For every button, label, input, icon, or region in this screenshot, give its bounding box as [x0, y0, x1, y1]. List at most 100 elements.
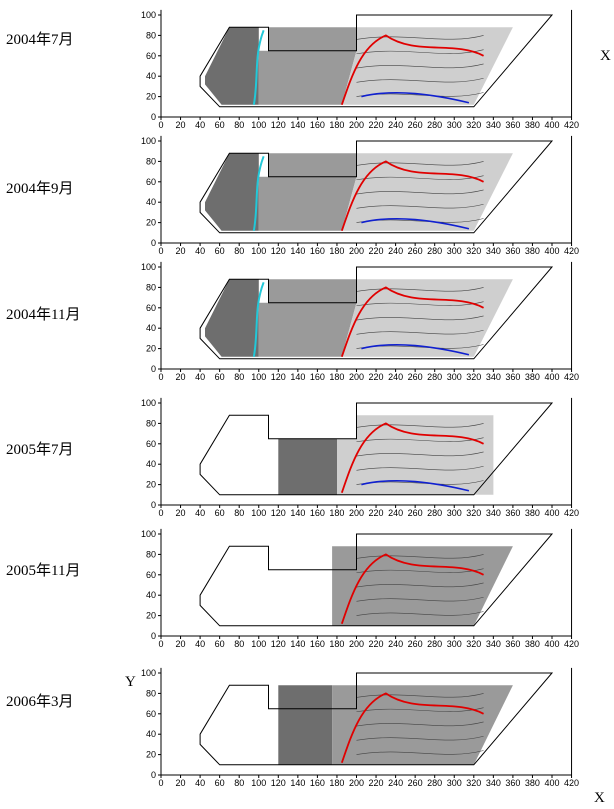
x-tick-label: 380 [525, 372, 540, 382]
x-tick-label: 200 [349, 508, 364, 518]
y-tick-label: 80 [146, 282, 156, 292]
y-tick-label: 40 [146, 71, 156, 81]
y-tick-label: 20 [146, 344, 156, 354]
x-tick-label: 380 [525, 508, 540, 518]
x-tick-label: 120 [271, 120, 286, 130]
x-tick-label: 240 [388, 508, 403, 518]
site-outline [199, 402, 554, 496]
red-contour [340, 286, 484, 358]
x-tick-label: 120 [271, 508, 286, 518]
x-tick-label: 360 [505, 508, 520, 518]
y-tick-label: 100 [141, 529, 156, 539]
contour-fill [278, 685, 513, 765]
x-tick-label: 180 [329, 246, 344, 256]
x-tick-label: 0 [158, 120, 163, 130]
y-tick-label: 20 [146, 480, 156, 490]
x-tick-label: 140 [290, 120, 305, 130]
blue-contour [361, 479, 470, 492]
x-tick-label: 420 [564, 508, 579, 518]
zone-light [341, 27, 513, 105]
x-tick-label: 40 [195, 246, 205, 256]
x-tick-label: 340 [486, 639, 501, 649]
x-tick-label: 280 [427, 372, 442, 382]
contour-line [356, 596, 484, 602]
x-tick-label: 220 [369, 778, 384, 788]
x-tick-label: 60 [215, 508, 225, 518]
x-tick-label: 320 [466, 120, 481, 130]
x-tick-label: 80 [234, 778, 244, 788]
x-tick-label: 400 [544, 372, 559, 382]
x-tick-label: 220 [369, 639, 384, 649]
y-tick-label: 0 [151, 770, 156, 780]
x-tick-label: 300 [447, 778, 462, 788]
x-tick-label: 20 [176, 372, 186, 382]
panel-date-label: 2004年9月 [6, 180, 74, 197]
x-tick-label: 400 [544, 778, 559, 788]
contour-line [356, 301, 484, 307]
x-tick-label: 380 [525, 778, 540, 788]
x-tick-label: 400 [544, 639, 559, 649]
x-tick-label: 300 [447, 639, 462, 649]
x-tick-label: 100 [251, 778, 266, 788]
zone-light [341, 153, 513, 231]
zone-mid [258, 27, 357, 105]
x-tick-label: 340 [486, 508, 501, 518]
x-tick-label: 200 [349, 372, 364, 382]
x-tick-label: 0 [158, 639, 163, 649]
y-tick-label: 60 [146, 177, 156, 187]
contour-line [356, 465, 484, 471]
cyan-contour [252, 281, 265, 357]
site-outline [199, 266, 554, 360]
site-outline [199, 533, 554, 627]
x-tick-label: 200 [349, 639, 364, 649]
x-tick-label: 180 [329, 372, 344, 382]
zone-light [341, 279, 513, 357]
x-tick-label: 340 [486, 120, 501, 130]
x-tick-label: 300 [447, 372, 462, 382]
contour-fill [205, 279, 513, 357]
contour-line [356, 568, 484, 574]
x-tick-label: 0 [158, 246, 163, 256]
y-tick-label: 20 [146, 611, 156, 621]
x-tick-label: 20 [176, 508, 186, 518]
y-tick-label: 60 [146, 303, 156, 313]
x-tick-label: 240 [388, 639, 403, 649]
contour-line [356, 611, 484, 616]
contour-line [356, 315, 484, 321]
contour-line [356, 735, 484, 741]
x-tick-label: 260 [408, 639, 423, 649]
x-tick-label: 260 [408, 372, 423, 382]
x-tick-label: 340 [486, 778, 501, 788]
x-tick-label: 180 [329, 120, 344, 130]
x-tick-label: 0 [158, 372, 163, 382]
x-tick-label: 200 [349, 120, 364, 130]
x-tick-label: 100 [251, 508, 266, 518]
x-tick-label: 60 [215, 639, 225, 649]
x-tick-label: 80 [234, 639, 244, 649]
contour-line [356, 721, 484, 727]
contour-line [356, 35, 484, 40]
y-tick-label: 100 [141, 10, 156, 20]
contour-line [356, 161, 484, 166]
x-tick-label: 320 [466, 778, 481, 788]
y-tick-label: 60 [146, 709, 156, 719]
contour-line [356, 329, 484, 335]
y-tick-label: 0 [151, 364, 156, 374]
x-tick-label: 40 [195, 120, 205, 130]
contour-fill [205, 153, 513, 231]
x-tick-label: 240 [388, 372, 403, 382]
contour-fill [332, 546, 513, 626]
x-tick-label: 140 [290, 508, 305, 518]
x-tick-label: 360 [505, 639, 520, 649]
y-tick-label: 60 [146, 439, 156, 449]
x-tick-label: 160 [310, 120, 325, 130]
x-tick-label: 40 [195, 778, 205, 788]
contour-line [356, 750, 484, 755]
x-tick-label: 420 [564, 120, 579, 130]
x-tick-label: 280 [427, 246, 442, 256]
zone-mid [332, 546, 513, 626]
x-tick-label: 120 [271, 778, 286, 788]
x-tick-label: 260 [408, 120, 423, 130]
